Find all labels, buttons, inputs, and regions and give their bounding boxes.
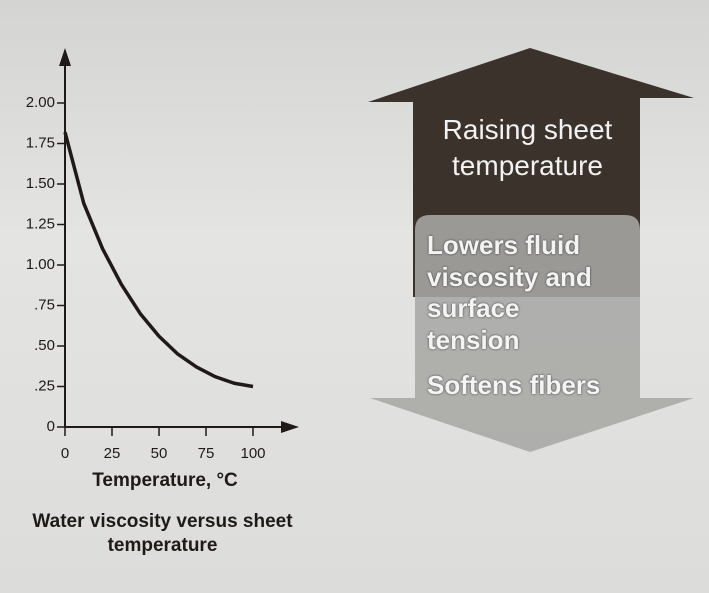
y-tick-label: 0 (47, 418, 55, 435)
up-arrow-label: Raising sheet temperature (442, 114, 613, 181)
y-axis-arrow (59, 48, 71, 66)
y-tick-label: 1.75 (26, 134, 55, 151)
x-tick-label: 25 (104, 445, 121, 462)
down-arrow-label: Lowers fluid viscosity and surface tensi… (427, 230, 592, 355)
chart-title: Water viscosity versus sheet temperature (32, 511, 293, 556)
y-tick-label: 1.00 (26, 256, 55, 273)
x-tick-label: 50 (151, 445, 168, 462)
x-axis-label: Temperature, °C (92, 470, 238, 491)
down-arrow (370, 215, 694, 452)
y-tick-label: .75 (34, 296, 55, 313)
down-arrow-label: Softens fibers (427, 370, 601, 400)
line (63, 131, 254, 389)
x-tick-label: 100 (240, 445, 265, 462)
x-tick-label: 75 (198, 445, 215, 462)
y-tick-label: 2.00 (26, 94, 55, 111)
x-axis-arrow (281, 421, 299, 433)
x-tick-label: 0 (61, 445, 69, 462)
y-tick-label: 1.50 (26, 175, 55, 192)
y-tick-label: 1.25 (26, 215, 55, 232)
y-tick-label: .25 (34, 377, 55, 394)
y-tick-label: .50 (34, 337, 55, 354)
